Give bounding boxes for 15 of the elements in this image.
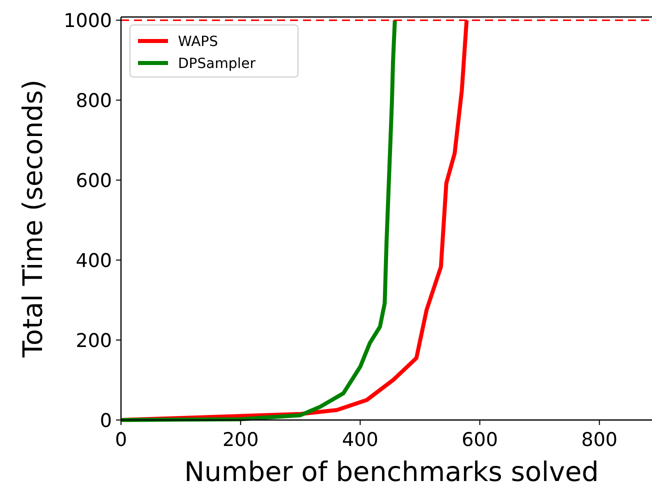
y-tick-label: 0 bbox=[100, 410, 112, 432]
x-tick-label: 0 bbox=[114, 429, 128, 451]
legend-label: WAPS bbox=[178, 34, 218, 50]
x-tick-label: 800 bbox=[581, 429, 618, 451]
y-tick-label: 800 bbox=[76, 90, 112, 112]
y-tick-label: 400 bbox=[76, 250, 112, 272]
y-tick-label: 1000 bbox=[64, 10, 112, 32]
x-tick-label: 600 bbox=[462, 429, 498, 451]
y-axis-title: Total Time (seconds) bbox=[18, 80, 49, 358]
y-tick-label: 200 bbox=[76, 330, 112, 352]
x-tick-label: 400 bbox=[342, 429, 378, 451]
legend-label: DPSampler bbox=[178, 56, 256, 72]
x-axis-title: Number of benchmarks solved bbox=[184, 457, 599, 487]
y-tick-label: 600 bbox=[76, 170, 112, 192]
x-tick-label: 200 bbox=[222, 429, 259, 451]
